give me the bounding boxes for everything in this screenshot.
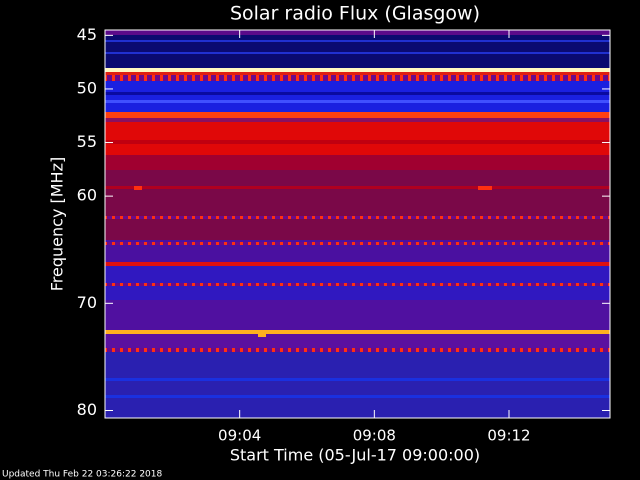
y-tick-label: 50 (77, 78, 97, 97)
y-tick-label: 70 (77, 293, 97, 312)
y-tick-label: 60 (77, 186, 97, 205)
chart-title: Solar radio Flux (Glasgow) (230, 3, 480, 25)
y-tick-label: 55 (77, 132, 97, 151)
y-tick-label: 45 (77, 25, 97, 44)
y-tick-label: 80 (77, 400, 97, 419)
x-tick-label: 09:08 (353, 427, 396, 445)
footer: Updated Thu Feb 22 03:26:22 2018 (2, 470, 163, 480)
x-tick-label: 09:12 (487, 427, 530, 445)
spectrogram-image (105, 30, 610, 418)
y-axis-label: Frequency [MHz] (48, 157, 67, 291)
x-axis-label: Start Time (05-Jul-17 09:00:00) (230, 446, 480, 465)
plot-frame (104, 29, 611, 419)
x-tick-label: 09:04 (218, 427, 261, 445)
